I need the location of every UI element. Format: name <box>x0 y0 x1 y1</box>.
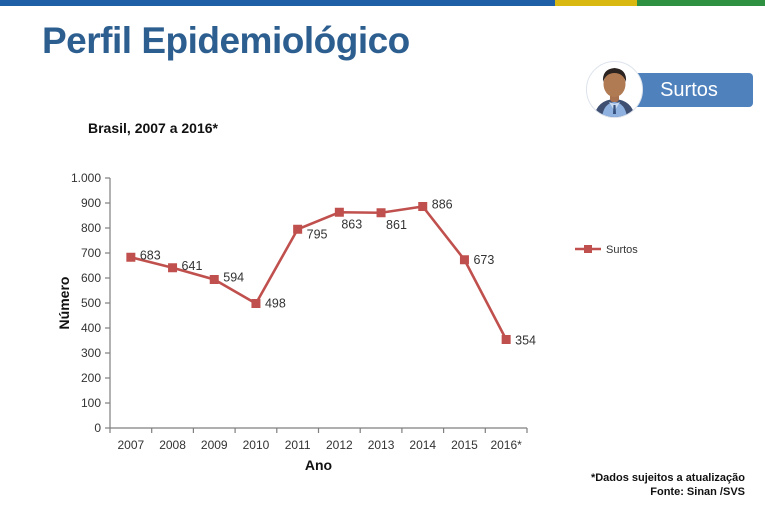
data-point-marker <box>126 252 136 262</box>
y-tick-label: 200 <box>81 371 101 385</box>
x-tick-label: 2014 <box>409 438 436 452</box>
data-point-label: 683 <box>140 248 161 262</box>
data-point-label: 861 <box>386 218 407 232</box>
surtos-series-line <box>130 205 508 341</box>
y-tick-label: 300 <box>81 346 101 360</box>
y-tick-label: 0 <box>94 421 101 435</box>
data-point-marker <box>293 224 303 234</box>
chart-area: 0 100 200 300 400 500 600 700 800 900 1.000 2007 200… <box>55 160 715 473</box>
x-tick-label: 2013 <box>368 438 395 452</box>
data-point-marker <box>209 275 219 284</box>
person-avatar-svg <box>594 68 635 117</box>
data-point-marker <box>334 207 344 217</box>
x-tick-label: 2007 <box>117 438 144 452</box>
topbar-blue-segment <box>0 0 555 6</box>
page-title: Perfil Epidemiológico <box>42 20 410 61</box>
footnote-source: Fonte: Sinan /SVS <box>650 486 745 498</box>
data-point-marker <box>501 335 511 344</box>
y-tick-label: 700 <box>81 246 101 260</box>
data-point-label: 795 <box>307 227 328 241</box>
person-avatar-icon <box>586 61 643 118</box>
data-point-label: 354 <box>515 334 536 348</box>
x-tick-label: 2008 <box>159 438 186 452</box>
legend-label: Surtos <box>606 244 638 256</box>
y-tick-label: 100 <box>81 396 101 410</box>
surtos-badge-group: Surtos <box>586 61 754 119</box>
x-tick-label: 2012 <box>326 438 353 452</box>
surtos-line-chart: 0 100 200 300 400 500 600 700 800 900 1.000 2007 200… <box>56 171 638 473</box>
y-tick-label: 900 <box>81 196 101 210</box>
x-tick-label: 2011 <box>285 438 311 452</box>
footnote-update: *Dados sujeitos a atualização <box>590 472 745 484</box>
footnotes: *Dados sujeitos a atualização Fonte: Sin… <box>591 471 745 499</box>
y-tick-label: 600 <box>81 271 101 285</box>
data-point-label: 886 <box>432 198 453 212</box>
surtos-badge: Surtos <box>625 73 753 107</box>
x-tick-label: 2016* <box>490 438 522 452</box>
data-point-marker <box>168 263 178 273</box>
x-axis-title: Ano <box>305 457 332 472</box>
data-point-label: 641 <box>182 259 203 273</box>
top-color-bar <box>0 0 765 6</box>
data-point-label: 863 <box>341 217 362 231</box>
data-point-marker <box>376 208 386 218</box>
topbar-yellow-segment <box>554 0 638 6</box>
data-point-label: 594 <box>223 271 244 285</box>
x-tick-label: 2010 <box>243 438 270 452</box>
y-tick-label: 400 <box>81 321 101 335</box>
y-tick-label: 1.000 <box>71 171 101 185</box>
data-point-label: 498 <box>265 297 286 311</box>
chart-title: Brasil, 2007 a 2016* <box>88 120 218 136</box>
data-point-label: 673 <box>473 253 494 267</box>
x-tick-label: 2015 <box>451 438 478 452</box>
legend-marker <box>584 245 592 253</box>
topbar-green-segment <box>637 0 765 6</box>
y-tick-label: 800 <box>81 221 101 235</box>
data-point-marker <box>251 299 261 308</box>
x-tick-label: 2009 <box>201 438 228 452</box>
data-point-marker <box>418 202 428 211</box>
data-point-marker <box>459 255 469 265</box>
y-tick-label: 500 <box>81 296 101 310</box>
y-axis-title: Número <box>56 277 72 330</box>
